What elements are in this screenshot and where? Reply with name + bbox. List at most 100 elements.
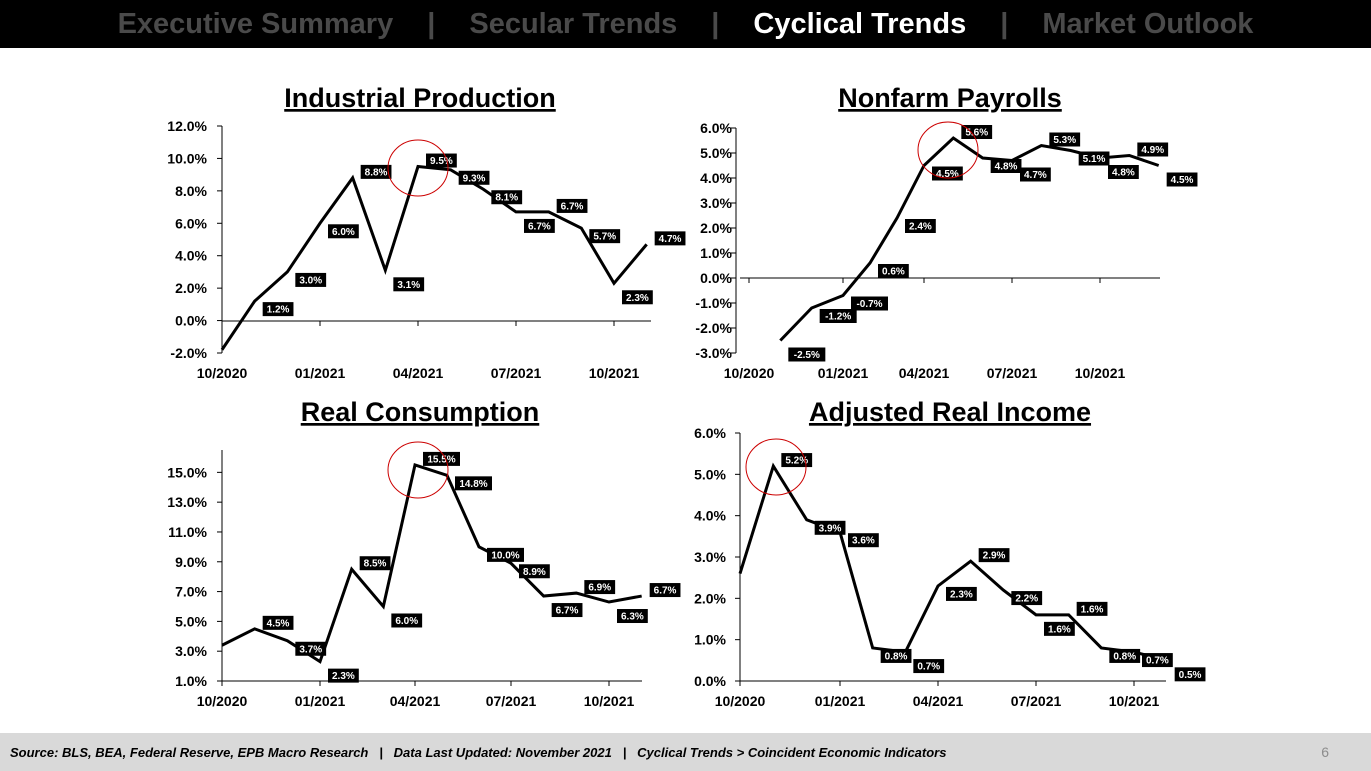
y-tick-label: 1.0% bbox=[700, 245, 732, 261]
data-label: 6.7% bbox=[551, 603, 583, 618]
data-label: -2.5% bbox=[788, 347, 826, 362]
page-number: 6 bbox=[1321, 744, 1329, 760]
data-label: 4.7% bbox=[654, 231, 686, 246]
y-tick-label: 2.0% bbox=[700, 220, 732, 236]
chart-real-consumption: Real Consumption 1.0% 3.0% 5.0% 7.0% 9.0% 11.0… bbox=[167, 397, 681, 709]
data-label-text: 0.8% bbox=[885, 651, 908, 662]
data-label-text: 6.9% bbox=[588, 583, 611, 594]
data-label: 1.6% bbox=[1076, 601, 1108, 616]
x-tick-label: 07/2021 bbox=[486, 693, 537, 709]
y-tick-label: 9.0% bbox=[175, 554, 207, 570]
data-label: 6.7% bbox=[556, 198, 588, 213]
series-line bbox=[738, 462, 1168, 662]
data-label: 6.0% bbox=[391, 613, 423, 628]
y-tick-label: 1.0% bbox=[694, 632, 726, 648]
x-tick-label: 04/2021 bbox=[393, 365, 444, 381]
tab-cyclical-trends[interactable]: Cyclical Trends bbox=[753, 7, 967, 40]
data-label: 0.8% bbox=[1109, 648, 1141, 663]
data-label-bg bbox=[990, 159, 1022, 173]
data-label-bg bbox=[556, 198, 588, 213]
data-label-bg bbox=[1049, 132, 1081, 147]
data-label-bg bbox=[654, 231, 686, 246]
data-label-bg bbox=[359, 556, 391, 571]
data-label-bg bbox=[423, 451, 460, 466]
data-label-text: 6.7% bbox=[654, 586, 677, 597]
data-label: 6.3% bbox=[617, 609, 648, 624]
data-label-bg bbox=[649, 583, 681, 598]
data-label-bg bbox=[851, 296, 888, 311]
data-label-text: 8.9% bbox=[523, 567, 546, 578]
series-line bbox=[220, 164, 648, 351]
data-label-text: 2.2% bbox=[1015, 594, 1038, 605]
data-label-text: 15.5% bbox=[427, 454, 455, 465]
data-label-bg bbox=[617, 609, 648, 624]
data-label-bg bbox=[393, 277, 425, 292]
x-tick-label: 10/2021 bbox=[1109, 693, 1160, 709]
y-tick-label: 5.0% bbox=[175, 613, 207, 629]
highlight-circle bbox=[387, 139, 449, 197]
data-label-bg bbox=[1011, 591, 1043, 606]
data-label-text: 4.8% bbox=[995, 162, 1018, 173]
data-label-text: 0.5% bbox=[1179, 670, 1202, 681]
data-label-bg bbox=[1174, 667, 1206, 682]
data-label-text: 4.7% bbox=[1024, 170, 1047, 181]
x-tick-label: 10/2020 bbox=[715, 693, 766, 709]
x-tick-label: 10/2021 bbox=[589, 365, 640, 381]
data-label-text: 3.9% bbox=[819, 523, 842, 534]
data-label-bg bbox=[360, 164, 392, 179]
data-label-text: 4.5% bbox=[936, 169, 959, 180]
y-tick-label: 4.0% bbox=[694, 508, 726, 524]
x-tick-label: 10/2021 bbox=[584, 693, 635, 709]
data-label: 5.3% bbox=[1049, 132, 1081, 147]
data-label-bg bbox=[1044, 621, 1075, 636]
x-tick-label: 01/2021 bbox=[295, 365, 346, 381]
data-label-bg bbox=[295, 641, 327, 656]
tab-market-outlook[interactable]: Market Outlook bbox=[1042, 7, 1254, 40]
data-label: 8.8% bbox=[360, 164, 392, 179]
data-label-text: 6.7% bbox=[561, 201, 584, 212]
data-label: 9.3% bbox=[458, 170, 490, 185]
data-label-text: -0.7% bbox=[856, 299, 882, 310]
data-label: 9.5% bbox=[426, 153, 457, 168]
data-label: 3.6% bbox=[848, 533, 879, 548]
y-tick-label: 5.0% bbox=[700, 145, 732, 161]
data-label-bg bbox=[788, 347, 826, 362]
tab-secular-trends[interactable]: Secular Trends bbox=[469, 7, 678, 40]
data-label: 15.5% bbox=[423, 451, 460, 466]
chart-industrial-production: Industrial Production -2.0% 0.0% 2.0% 4.0% 6.… bbox=[167, 83, 686, 381]
data-label-bg bbox=[848, 533, 879, 548]
data-label-bg bbox=[961, 125, 993, 139]
charts-area: Industrial Production -2.0% 0.0% 2.0% 4.0% 6.… bbox=[167, 83, 1206, 709]
data-label: 2.9% bbox=[978, 548, 1010, 563]
x-tick-label: 10/2021 bbox=[1075, 365, 1126, 381]
data-label-text: -2.5% bbox=[794, 350, 820, 361]
data-label-bg bbox=[1078, 151, 1110, 166]
data-label: 3.9% bbox=[814, 520, 846, 535]
data-label-bg bbox=[880, 648, 912, 663]
x-tick-label: 10/2020 bbox=[724, 365, 775, 381]
data-label-bg bbox=[455, 476, 492, 491]
data-label: 1.2% bbox=[262, 302, 294, 317]
data-label-text: 5.7% bbox=[593, 232, 616, 243]
data-label-text: 6.7% bbox=[556, 606, 579, 617]
data-label: 2.2% bbox=[1011, 591, 1043, 606]
series-line bbox=[221, 462, 642, 664]
data-label-text: 4.5% bbox=[1171, 175, 1194, 186]
x-tick-label: 04/2021 bbox=[899, 365, 950, 381]
x-tick-label: 10/2020 bbox=[197, 693, 248, 709]
data-label-bg bbox=[426, 153, 457, 168]
data-label-bg bbox=[519, 564, 550, 579]
data-label-bg bbox=[905, 219, 936, 233]
data-label-text: 5.2% bbox=[785, 456, 808, 467]
data-label: 6.7% bbox=[524, 218, 555, 233]
data-label-bg bbox=[391, 613, 423, 628]
tab-executive-summary[interactable]: Executive Summary bbox=[117, 7, 394, 40]
footer-source: Source: BLS, BEA, Federal Reserve, EPB M… bbox=[10, 744, 947, 760]
x-tick-label: 07/2021 bbox=[987, 365, 1038, 381]
data-label: -0.7% bbox=[851, 296, 888, 311]
data-label-text: 4.8% bbox=[1112, 168, 1135, 179]
data-label: 1.6% bbox=[1044, 621, 1075, 636]
y-tick-label: 2.0% bbox=[175, 280, 207, 296]
data-label: 4.5% bbox=[262, 615, 294, 630]
y-tick-label: 4.0% bbox=[700, 170, 732, 186]
